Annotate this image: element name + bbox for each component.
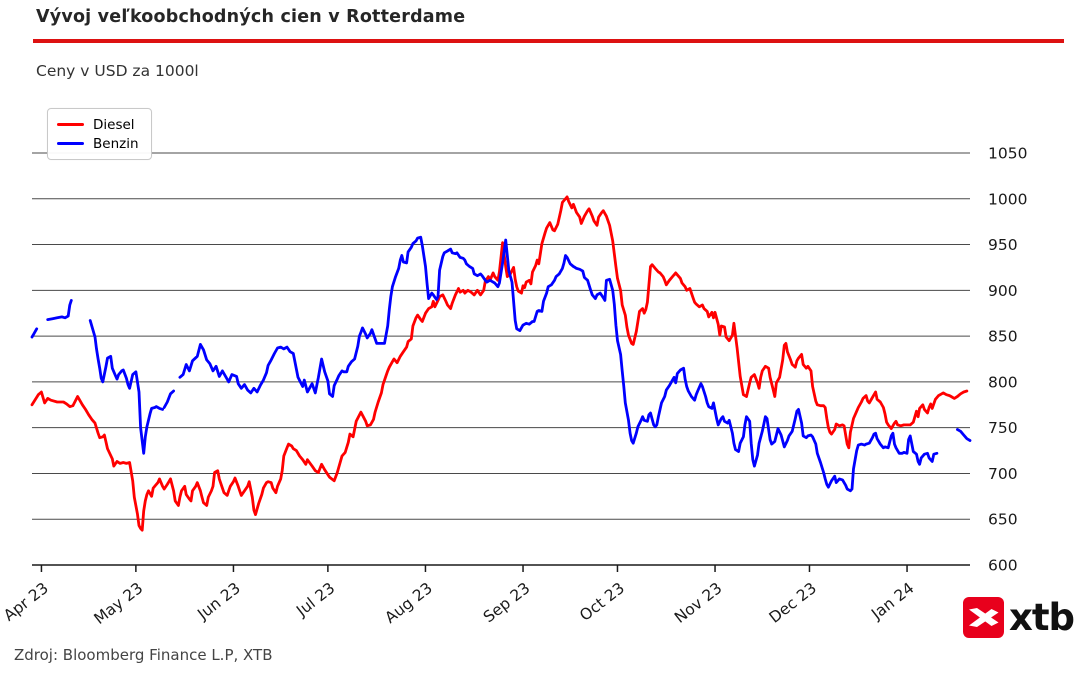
- y-tick-label: 1050: [988, 145, 1027, 163]
- series-line-diesel: [30, 195, 969, 532]
- x-tick-label: Oct 23: [576, 579, 628, 625]
- x-tick-label: Nov 23: [671, 579, 725, 627]
- xtb-logo-text: xtb: [1009, 596, 1075, 639]
- legend-label: Benzin: [93, 135, 139, 152]
- x-tick-label: Jun 23: [194, 579, 244, 624]
- y-tick-label: 700: [988, 465, 1018, 483]
- y-tick-label: 800: [988, 373, 1018, 391]
- x-tick-label: Apr 23: [0, 579, 52, 625]
- xtb-x-glyph: [969, 608, 999, 627]
- x-tick-label: Jul 23: [292, 579, 338, 620]
- series-line-benzin: [956, 428, 972, 442]
- y-tick-label: 650: [988, 511, 1018, 529]
- series-line-benzin: [46, 298, 73, 322]
- series-line-benzin: [162, 389, 176, 409]
- x-tick-label: May 23: [91, 579, 147, 628]
- y-tick-label: 950: [988, 236, 1018, 254]
- title-underline-rule: [33, 39, 1064, 43]
- series-line-benzin: [178, 235, 939, 493]
- y-tick-label: 600: [988, 557, 1018, 575]
- y-tick-label: 850: [988, 328, 1018, 346]
- x-tick-label: Jan 24: [867, 579, 917, 624]
- chart-legend: Diesel Benzin: [47, 108, 152, 160]
- y-tick-label: 900: [988, 282, 1018, 300]
- legend-swatch: [57, 123, 84, 126]
- source-note: Zdroj: Bloomberg Finance L.P, XTB: [14, 646, 273, 664]
- legend-label: Diesel: [93, 116, 135, 133]
- chart-subtitle: Ceny v USD za 1000l: [36, 62, 199, 80]
- x-tick-label: Sep 23: [480, 579, 534, 626]
- y-tick-label: 1000: [988, 190, 1027, 208]
- legend-item-diesel: Diesel: [57, 115, 139, 134]
- x-tick-label: Dec 23: [766, 579, 820, 627]
- x-tick-label: Aug 23: [382, 579, 436, 627]
- xtb-logo: xtb: [963, 596, 1075, 639]
- y-tick-label: 750: [988, 419, 1018, 437]
- series-line-benzin: [30, 327, 39, 339]
- legend-item-benzin: Benzin: [57, 134, 139, 153]
- xtb-logo-icon: [963, 597, 1004, 638]
- series-line-benzin: [88, 319, 165, 455]
- page-title: Vývoj veľkoobchodných cien v Rotterdame: [36, 7, 466, 27]
- legend-swatch: [57, 142, 84, 145]
